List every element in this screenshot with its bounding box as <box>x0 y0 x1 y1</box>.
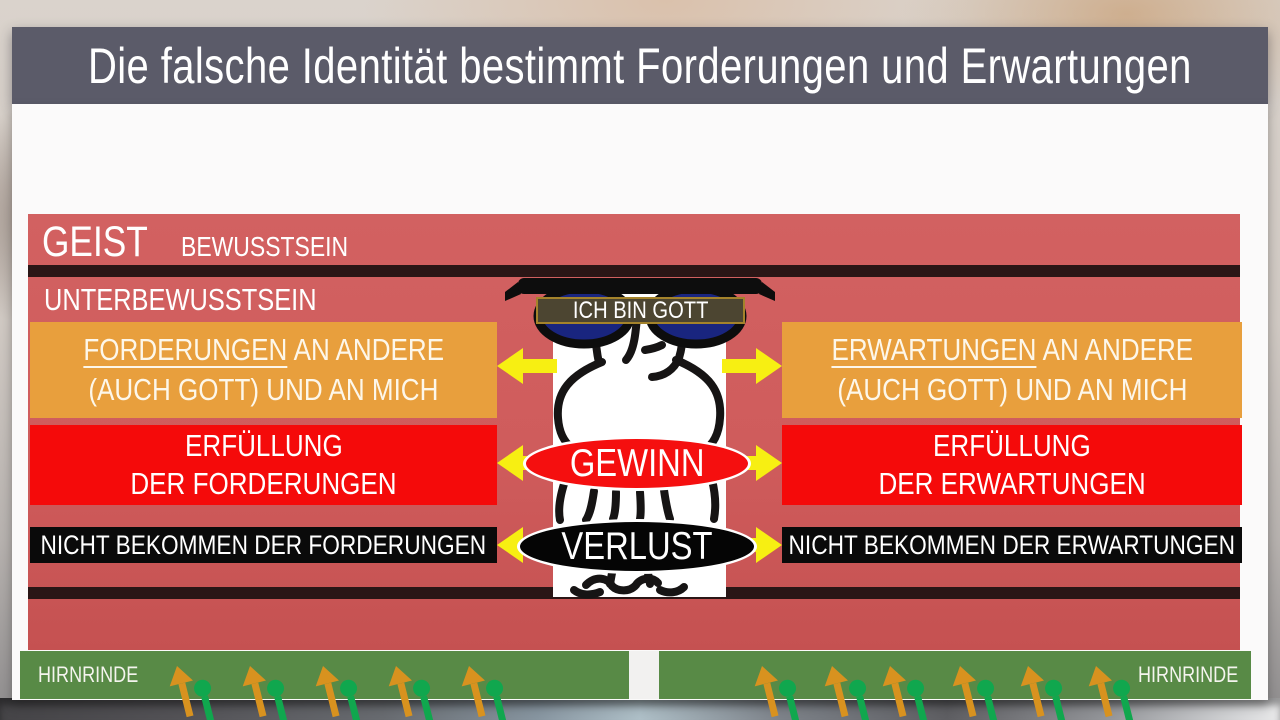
expectations-line1: ERWARTUNGEN AN ANDERE <box>797 330 1228 370</box>
arrow-stem <box>832 682 848 718</box>
arrow-stem <box>762 682 778 718</box>
loss-ellipse: VERLUST <box>517 519 757 574</box>
bottom-photo-strip <box>0 698 1280 720</box>
arrow-stem <box>250 682 266 718</box>
expectations-box: ERWARTUNGEN AN ANDERE (AUCH GOTT) UND AN … <box>782 322 1242 418</box>
fulfillment-line1: ERFÜLLUNG <box>184 428 343 463</box>
pin-head <box>411 677 432 699</box>
expectations-line2: (AUCH GOTT) UND AN MICH <box>836 372 1188 407</box>
pin-stem <box>786 695 801 720</box>
pin-head <box>338 677 359 699</box>
cortex-label-left: HIRNRINDE <box>38 662 139 687</box>
fulfillment-line1: ERFÜLLUNG <box>933 428 1091 463</box>
slide-title: Die falsche Identität bestimmt Forderung… <box>88 37 1192 94</box>
demands-tail: AN ANDERE <box>293 332 444 367</box>
pin-head <box>484 677 505 699</box>
pin-stem <box>984 695 999 720</box>
pin-head <box>265 677 286 699</box>
cortex-label-right: HIRNRINDE <box>1137 662 1238 687</box>
identity-band: ICH BIN GOTT <box>536 297 745 324</box>
pin-head <box>975 677 996 699</box>
slide-title-bar: Die falsche Identität bestimmt Forderung… <box>12 27 1268 104</box>
loss-label: VERLUST <box>561 524 713 568</box>
pin-stem <box>856 695 871 720</box>
pin-stem <box>493 695 508 720</box>
pin-stem <box>420 695 435 720</box>
fulfillment-line2: DER FORDERUNGEN <box>130 466 397 501</box>
geist-label: GEIST <box>42 218 148 266</box>
fulfillment-demands-box: ERFÜLLUNG DER FORDERUNGEN <box>30 425 497 505</box>
consciousness-divider-bar <box>28 265 1240 277</box>
yellow-arrow-right-icon <box>722 348 782 384</box>
demands-line1: FORDERUNGEN AN ANDERE <box>49 330 478 370</box>
pin-head <box>1043 677 1064 699</box>
pin-stem <box>1120 695 1135 720</box>
pin-head <box>192 677 213 699</box>
cortex-bar: HIRNRINDE HIRNRINDE <box>20 651 1251 699</box>
arrow-stem <box>396 682 412 718</box>
pin-stem <box>914 695 929 720</box>
pin-stem <box>1052 695 1067 720</box>
identity-label: ICH BIN GOTT <box>572 296 709 324</box>
fulfillment-line2: DER ERWARTUNGEN <box>878 466 1146 501</box>
arrow-stem <box>177 682 193 718</box>
gain-label: GEWINN <box>569 441 705 485</box>
consciousness-header: GEIST BEWUSSTSEIN <box>42 218 385 267</box>
not-getting-expectations-bar: NICHT BEKOMMEN DER ERWARTUNGEN <box>782 527 1242 563</box>
pin-head <box>777 677 798 699</box>
arrow-stem <box>1096 682 1112 718</box>
arrow-stem <box>469 682 485 718</box>
pin-head <box>847 677 868 699</box>
demands-keyword: FORDERUNGEN <box>83 332 288 367</box>
pin-stem <box>347 695 362 720</box>
bewusstsein-label: BEWUSSTSEIN <box>181 231 349 262</box>
pin-stem <box>274 695 289 720</box>
pin-head <box>1111 677 1132 699</box>
arrow-stem <box>890 682 906 718</box>
demands-line2: (AUCH GOTT) UND AN MICH <box>88 372 439 407</box>
pin-stem <box>201 695 216 720</box>
demands-box: FORDERUNGEN AN ANDERE (AUCH GOTT) UND AN … <box>30 322 497 418</box>
arrow-stem <box>1028 682 1044 718</box>
gain-ellipse: GEWINN <box>523 436 751 491</box>
expectations-keyword: ERWARTUNGEN <box>831 332 1037 367</box>
pin-head <box>905 677 926 699</box>
expectations-tail: AN ANDERE <box>1042 332 1193 367</box>
unterbewusstsein-label: UNTERBEWUSSTSEIN <box>44 282 317 317</box>
arrow-stem <box>323 682 339 718</box>
fulfillment-expectations-box: ERFÜLLUNG DER ERWARTUNGEN <box>782 425 1242 505</box>
arrow-stem <box>960 682 976 718</box>
yellow-arrow-left-icon <box>497 348 557 384</box>
not-getting-demands-bar: NICHT BEKOMMEN DER FORDERUNGEN <box>30 527 497 563</box>
cortex-gap <box>629 651 659 699</box>
